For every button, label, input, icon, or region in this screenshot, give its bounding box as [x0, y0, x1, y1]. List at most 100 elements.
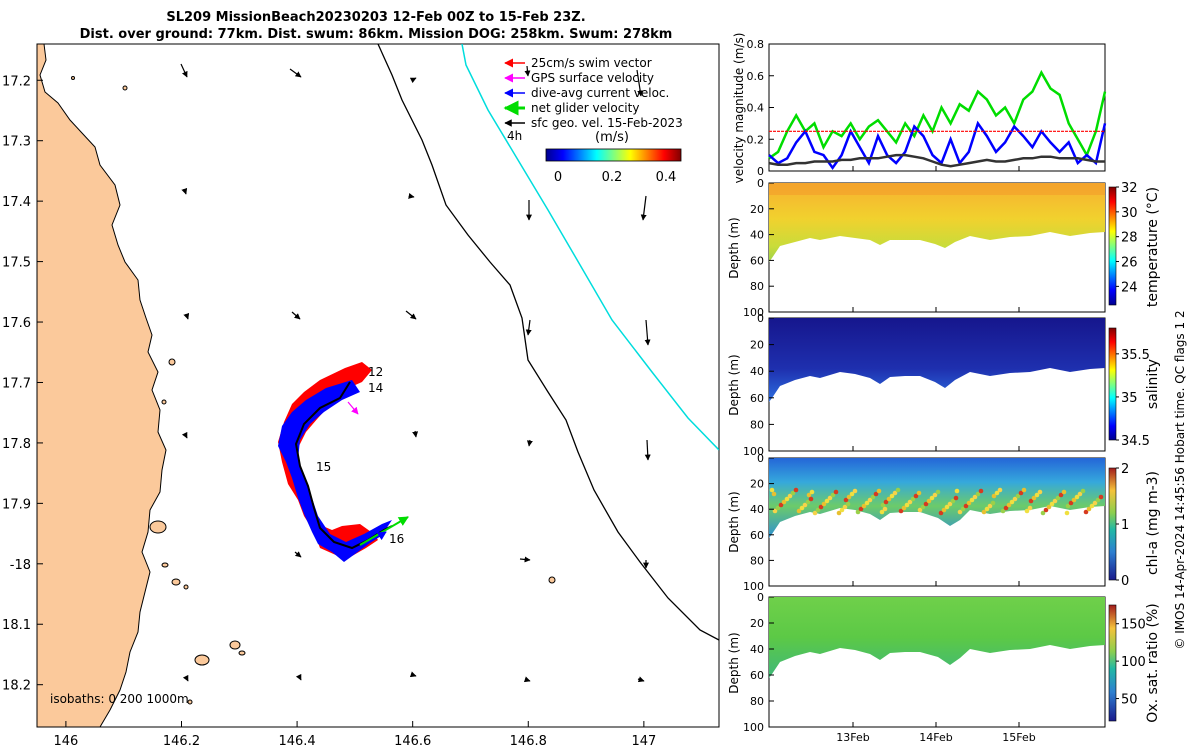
temperature-ylabel: Depth (m)	[727, 217, 741, 278]
chl-dot	[1034, 492, 1040, 498]
islands	[71, 76, 556, 705]
geo-arrow	[523, 676, 531, 683]
chl-dot	[920, 504, 926, 510]
geo-arrow	[519, 556, 531, 563]
salinity-panel: salinity Depth (m)	[727, 317, 1161, 452]
chl-dot	[824, 498, 830, 504]
chl-dot	[991, 493, 997, 499]
depth-tick-label: 40	[750, 229, 764, 242]
chl-dot	[990, 500, 996, 506]
geo-arrow	[408, 192, 415, 199]
x-tick-label: 146.2	[163, 734, 200, 749]
chl-dot	[984, 506, 990, 512]
chl-dot	[836, 510, 842, 516]
geo-arrow	[295, 673, 302, 681]
time-tick-label: 14Feb	[919, 731, 952, 744]
colorbar-tick-label: 150	[1121, 618, 1146, 633]
chl-dot	[787, 493, 793, 499]
chl-dot	[1055, 495, 1061, 501]
geo-arrow	[412, 430, 419, 438]
salinity-colorbar	[1108, 327, 1117, 441]
oxygen-colorbar	[1108, 604, 1117, 722]
chl-dot	[1000, 508, 1006, 514]
chl-dot	[1065, 503, 1071, 509]
gps-surface-velocity-arrow	[347, 401, 359, 415]
chl-dot	[941, 507, 947, 513]
vel-tick-label: 0.2	[747, 133, 765, 146]
chl-dot	[966, 500, 972, 506]
oxygen-ylabel: Depth (m)	[727, 632, 741, 693]
chl-dot	[938, 510, 944, 516]
chl-dot	[994, 490, 1000, 496]
chl-dot	[895, 487, 901, 493]
chl-dot	[1043, 507, 1049, 513]
colorbar-tick-label: 30	[1121, 206, 1138, 221]
depth-tick-label: 20	[750, 203, 764, 216]
chl-dot	[821, 501, 827, 507]
chl-dot	[781, 499, 787, 505]
chl-dot	[843, 497, 849, 503]
chl-dot	[808, 496, 814, 502]
geo-vel-arrows	[180, 63, 651, 683]
chart-title: SL209 MissionBeach20230203 12-Feb 00Z to…	[166, 10, 585, 25]
x-tick-label: 147	[631, 734, 656, 749]
colorbar-tick-label: 1	[1121, 518, 1129, 533]
chl-dot	[972, 494, 978, 500]
chl-dot	[1058, 492, 1064, 498]
legend-label: net glider velocity	[531, 101, 639, 115]
chl-dot	[904, 502, 910, 508]
depth-tick-label: 80	[750, 280, 764, 293]
oxygen-field	[769, 597, 1105, 678]
dive-current-arrow	[341, 531, 387, 561]
chl-dot	[886, 496, 892, 502]
depth-tick-label: 100	[743, 445, 764, 458]
chl-dot	[876, 488, 882, 494]
coastline-land	[37, 44, 167, 727]
copyright-note: © IMOS 14-Apr-2024 14:45:56 Hobart time.…	[1173, 310, 1187, 649]
chl-dot	[771, 491, 777, 497]
chl-dot	[806, 492, 812, 498]
chl-dot	[1049, 501, 1055, 507]
chl-dot	[1015, 493, 1021, 499]
chl-dot	[923, 501, 929, 507]
y-tick-label: -18	[10, 558, 31, 573]
geo-arrow	[637, 676, 645, 683]
chl-dot	[975, 491, 981, 497]
geo-arrow	[409, 77, 417, 84]
chl-dot	[799, 505, 805, 511]
colorbar-tick-label: 50	[1121, 693, 1138, 708]
chl-dot	[883, 499, 889, 505]
depth-tick-label: 60	[750, 669, 764, 682]
chl-dot	[1028, 498, 1034, 504]
x-tick-label: 146.4	[278, 734, 315, 749]
vel-tick-label: 0	[757, 165, 764, 178]
series-line	[768, 69, 1107, 160]
depth-tick-label: 0	[757, 312, 764, 325]
geo-arrow	[181, 187, 188, 195]
chl-dot	[870, 494, 876, 500]
geo-arrow	[525, 319, 532, 336]
chl-dot	[833, 489, 839, 495]
map-y-axis: 17.2 17.3 17.4 17.5 17.6 17.7 17.8 17.9 -18 18.1 1…	[2, 74, 43, 694]
map-colorbar	[545, 148, 682, 162]
chl-dot	[1037, 489, 1043, 495]
chl-dot	[960, 506, 966, 512]
colorbar-tick-label: 35	[1121, 391, 1138, 406]
depth-tick-label: 100	[743, 306, 764, 319]
legend-label: dive-avg current veloc.	[531, 86, 669, 100]
net-glider-velocity-arrow	[359, 516, 409, 546]
depth-tick-label: 80	[750, 554, 764, 567]
colorbar-tick-label: 24	[1121, 280, 1138, 295]
salinity-field	[769, 318, 1105, 402]
depth-tick-label: 60	[750, 254, 764, 267]
velocity-y-axis: 0 0.2 0.4 0.6 0.8	[747, 38, 774, 178]
chl-ylabel: Depth (m)	[727, 491, 741, 552]
y-tick-label: 17.8	[2, 437, 31, 452]
chl-dot	[849, 491, 855, 497]
colorbar-tick-label: 0.4	[656, 170, 677, 185]
chl-dot	[947, 501, 953, 507]
velocity-ylabel: velocity magnitude (m/s)	[732, 33, 746, 184]
chl-dot	[790, 490, 796, 496]
chl-dot	[846, 494, 852, 500]
depth-tick-label: 40	[750, 643, 764, 656]
